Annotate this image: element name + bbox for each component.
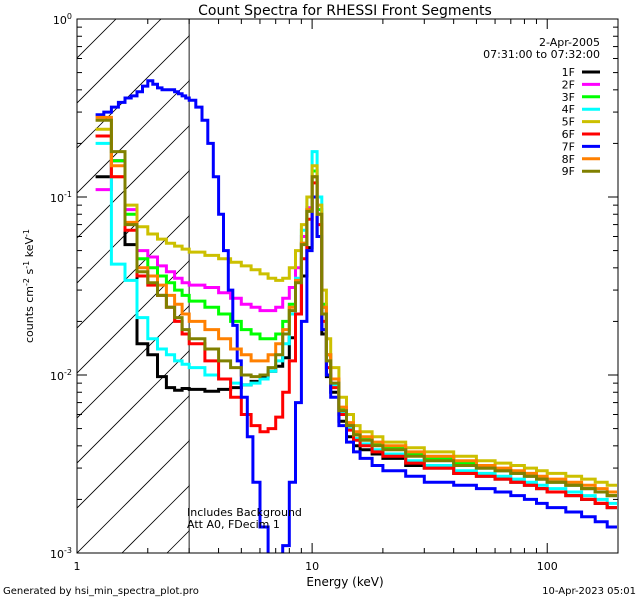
legend-label-7F: 7F	[562, 140, 575, 153]
y-axis-label: counts cm-2 s-1 keV-1	[22, 229, 36, 343]
hatch-line	[616, 551, 618, 553]
y-tick-label: 100	[53, 12, 72, 27]
x-tick-label: 100	[537, 560, 558, 573]
legend-label-6F: 6F	[562, 128, 575, 141]
y-axis-label-mid: s	[23, 268, 36, 277]
hatch-mask	[189, 19, 618, 553]
x-tick-label: 1	[74, 560, 81, 573]
notes: Includes Background Att A0, FDecim 1	[187, 506, 302, 531]
hatch-line	[77, 19, 162, 104]
y-tick-label: 10-1	[50, 190, 72, 205]
y-axis-label-exp1: -2	[22, 278, 31, 286]
generated-by-label: Generated by hsi_min_spectra_plot.pro	[3, 586, 199, 597]
timestamp-label: 10-Apr-2023 05:01	[542, 586, 636, 597]
hatch-line	[77, 19, 117, 59]
series-9F	[95, 118, 617, 498]
series-layer	[95, 79, 617, 553]
hatch-line	[77, 19, 252, 194]
legend-label-5F: 5F	[562, 116, 575, 129]
time-range-label: 07:31:00 to 07:32:00	[483, 48, 600, 61]
legend-label-9F: 9F	[562, 165, 575, 178]
legend-label-1F: 1F	[562, 66, 575, 79]
x-axis-label: Energy (keV)	[306, 575, 383, 589]
hatch-line	[0, 3, 87, 553]
legend-label-4F: 4F	[562, 103, 575, 116]
date-annotation: 2-Apr-2005 07:31:00 to 07:32:00	[483, 36, 600, 61]
series-5F	[95, 127, 617, 487]
date-label: 2-Apr-2005	[539, 36, 600, 49]
y-axis-label-exp2: -1	[22, 261, 31, 269]
axes: 1 10 100 100 10-1 10-2 10-3	[50, 12, 619, 573]
y-tick-label: 10-3	[50, 546, 72, 561]
plot-frame	[76, 18, 619, 554]
y-tick-label: 10-2	[50, 368, 72, 383]
legend-label-8F: 8F	[562, 153, 575, 166]
legend-label-2F: 2F	[562, 78, 575, 91]
series-7F	[95, 79, 617, 553]
attenuator-note: Att A0, FDecim 1	[187, 518, 280, 531]
legend-label-3F: 3F	[562, 91, 575, 104]
hatched-region	[0, 3, 618, 553]
y-axis-label-base: counts cm	[23, 286, 36, 343]
chart-title: Count Spectra for RHESSI Front Segments	[198, 3, 492, 19]
y-axis-label-mid2: keV	[23, 237, 36, 261]
x-tick-label: 10	[305, 560, 319, 573]
y-axis-label-exp3: -1	[22, 229, 31, 237]
background-note: Includes Background	[187, 506, 302, 519]
